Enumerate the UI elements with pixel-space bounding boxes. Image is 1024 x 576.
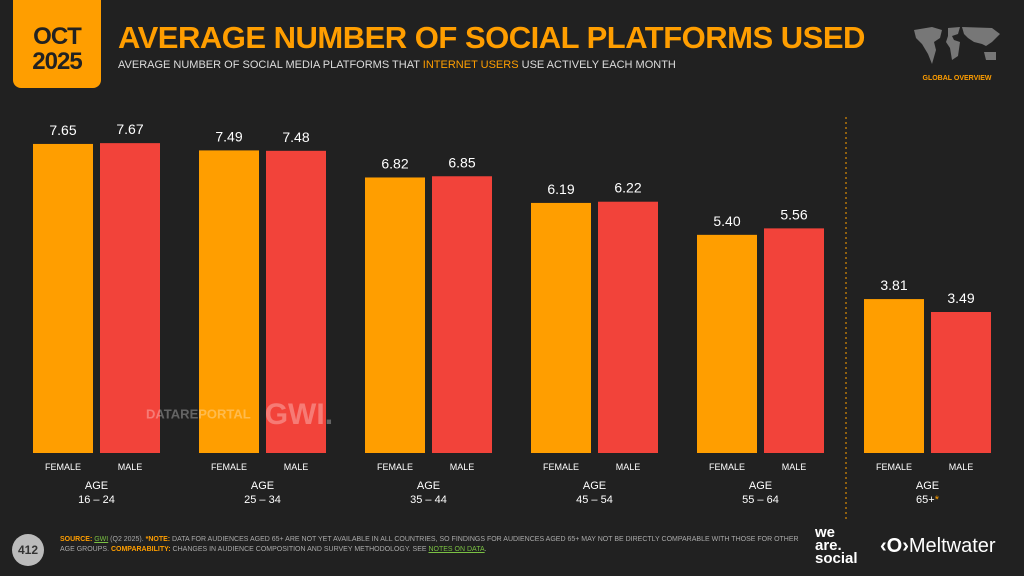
note-end: . — [484, 546, 487, 553]
category-label: AGE — [85, 480, 108, 492]
data-label: 3.49 — [947, 290, 974, 306]
bar-female — [531, 202, 591, 453]
date-badge: OCT 2025 — [13, 0, 101, 88]
data-label: 6.19 — [547, 181, 574, 197]
category-label: 35 – 44 — [410, 494, 447, 506]
source-note: SOURCE: GWI (Q2 2025). *NOTE: DATA FOR A… — [60, 535, 800, 555]
bar-male — [764, 228, 824, 453]
page-title: AVERAGE NUMBER OF SOCIAL PLATFORMS USED — [118, 20, 865, 55]
series-label: MALE — [118, 462, 143, 472]
region-label: GLOBAL OVERVIEW — [922, 75, 992, 82]
source-rest: (Q2 2025). — [108, 536, 146, 543]
meltwater-text: Meltwater — [908, 535, 996, 557]
watermark-datareportal: DATAREPORTAL — [146, 406, 251, 422]
world-map-icon — [914, 27, 1000, 64]
bar-female — [864, 299, 924, 453]
series-label: FEMALE — [543, 462, 579, 472]
comparability-label: COMPARABILITY: — [110, 546, 171, 553]
data-label: 6.85 — [448, 154, 475, 170]
data-label: 6.82 — [381, 155, 408, 171]
bar-female — [365, 177, 425, 454]
category-label: AGE — [417, 480, 440, 492]
category-label: AGE — [749, 480, 772, 492]
subtitle-text-end: USE ACTIVELY EACH MONTH — [518, 59, 676, 71]
source-label: SOURCE: — [60, 536, 93, 543]
source-link[interactable]: GWI — [94, 536, 109, 543]
series-label: FEMALE — [876, 462, 912, 472]
bar-female — [33, 143, 93, 453]
series-label: FEMALE — [211, 462, 247, 472]
category-label: 55 – 64 — [742, 494, 779, 506]
subtitle: AVERAGE NUMBER OF SOCIAL MEDIA PLATFORMS… — [118, 59, 676, 71]
asterisk: * — [935, 494, 940, 506]
bar-female — [199, 150, 259, 454]
data-label: 6.22 — [614, 180, 641, 196]
watermark: DATAREPORTAL GWI. — [146, 398, 333, 432]
category-label: AGE — [251, 480, 274, 492]
meltwater-logo: ‹O›Meltwater — [880, 535, 996, 557]
bar-male — [931, 312, 991, 453]
category-label: AGE — [916, 480, 939, 492]
series-label: FEMALE — [377, 462, 413, 472]
notes-on-data-link[interactable]: NOTES ON DATA — [428, 546, 485, 553]
page-number: 412 — [12, 534, 44, 566]
series-label: FEMALE — [45, 462, 81, 472]
series-label: MALE — [450, 462, 475, 472]
year: 2025 — [32, 48, 82, 75]
category-label: 65+* — [916, 494, 940, 506]
watermark-gwi: GWI. — [264, 398, 334, 431]
data-label: 7.67 — [116, 121, 143, 137]
category-label: 16 – 24 — [78, 494, 115, 506]
bar-male — [598, 201, 658, 453]
bar-male — [432, 176, 492, 453]
bar-female — [697, 234, 757, 453]
category-label: 25 – 34 — [244, 494, 281, 506]
category-label: AGE — [583, 480, 606, 492]
data-label: 7.65 — [49, 122, 76, 138]
series-label: MALE — [949, 462, 974, 472]
note-label: *NOTE: — [145, 536, 171, 543]
comparability-text: CHANGES IN AUDIENCE COMPOSITION AND SURV… — [170, 546, 429, 553]
bar-male — [266, 150, 326, 454]
series-label: MALE — [284, 462, 309, 472]
note-text: DATA FOR AUDIENCES AGED 65+ ARE NOT YET … — [60, 536, 799, 553]
we-are-social-logo: we are. social — [815, 524, 858, 567]
series-label: MALE — [782, 462, 807, 472]
subtitle-text: AVERAGE NUMBER OF SOCIAL MEDIA PLATFORMS… — [118, 59, 423, 71]
series-label: MALE — [616, 462, 641, 472]
subtitle-highlight: INTERNET USERS — [422, 59, 519, 71]
bar-male — [100, 143, 160, 453]
data-label: 5.56 — [780, 206, 807, 222]
data-label: 7.49 — [215, 128, 242, 144]
category-label: 45 – 54 — [576, 494, 613, 506]
series-label: FEMALE — [709, 462, 745, 472]
data-label: 7.48 — [282, 129, 309, 145]
data-label: 5.40 — [713, 213, 740, 229]
month: OCT — [33, 23, 82, 50]
data-label: 3.81 — [880, 277, 907, 293]
